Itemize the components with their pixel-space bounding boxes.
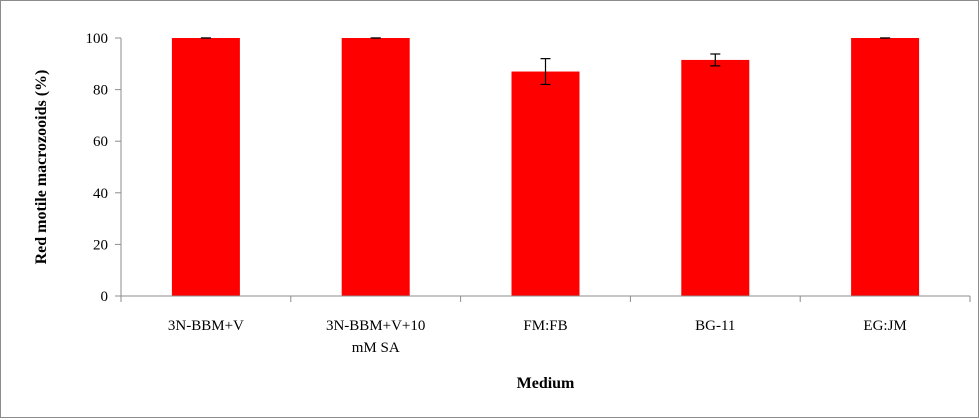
x-axis-labels: 3N-BBM+V 3N-BBM+V+10 mM SA FM:FB BG-11 EG:JM (168, 318, 907, 356)
x-axis-ticks (120, 296, 971, 302)
bar (511, 71, 580, 296)
x-axis-title: Medium (517, 375, 575, 392)
y-axis-ticks: 0 20 40 60 80 100 (86, 31, 121, 305)
bars (171, 38, 920, 297)
bar (851, 38, 920, 296)
y-tick-label: 0 (101, 289, 109, 305)
y-tick-label: 60 (93, 134, 108, 150)
y-tick-label: 100 (86, 31, 109, 47)
x-category-label: 3N-BBM+V+10 (326, 318, 425, 334)
y-tick-label: 20 (93, 237, 108, 253)
x-category-label: mM SA (352, 340, 400, 356)
x-category-label: 3N-BBM+V (168, 318, 244, 334)
bar (171, 38, 240, 296)
error-bar (540, 58, 551, 86)
x-category-label: FM:FB (523, 318, 567, 334)
error-bars (200, 37, 891, 86)
bar (681, 59, 750, 297)
y-tick-label: 80 (93, 83, 108, 99)
bar (341, 38, 410, 296)
y-axis-title: Red motile macrozooids (%) (33, 70, 50, 265)
error-bar (710, 53, 721, 67)
x-category-label: BG-11 (695, 318, 735, 334)
x-category-label: EG:JM (863, 318, 906, 334)
y-tick-label: 40 (93, 186, 108, 202)
